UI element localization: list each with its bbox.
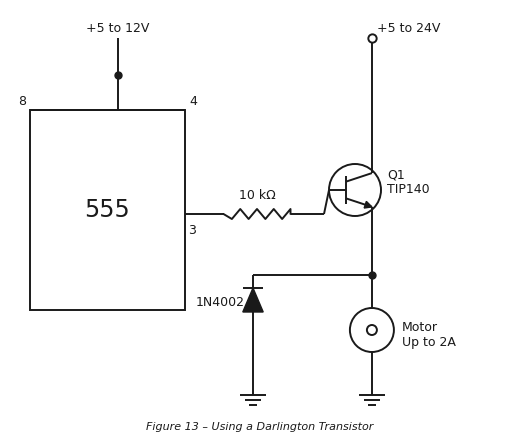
Text: 1N4002: 1N4002 <box>196 296 245 308</box>
Text: 555: 555 <box>85 198 131 222</box>
Text: Q1
TIP140: Q1 TIP140 <box>387 168 430 196</box>
Text: Figure 13 – Using a Darlington Transistor: Figure 13 – Using a Darlington Transisto… <box>146 422 374 432</box>
Text: +5 to 24V: +5 to 24V <box>377 22 440 35</box>
Text: 8: 8 <box>18 95 26 108</box>
Polygon shape <box>243 288 263 312</box>
Text: 10 kΩ: 10 kΩ <box>239 189 276 202</box>
Text: +5 to 12V: +5 to 12V <box>86 22 150 35</box>
Text: Motor
Up to 2A: Motor Up to 2A <box>402 321 456 349</box>
Text: 3: 3 <box>188 224 196 237</box>
Text: 4: 4 <box>189 95 197 108</box>
Bar <box>30 110 185 310</box>
Polygon shape <box>364 202 372 208</box>
